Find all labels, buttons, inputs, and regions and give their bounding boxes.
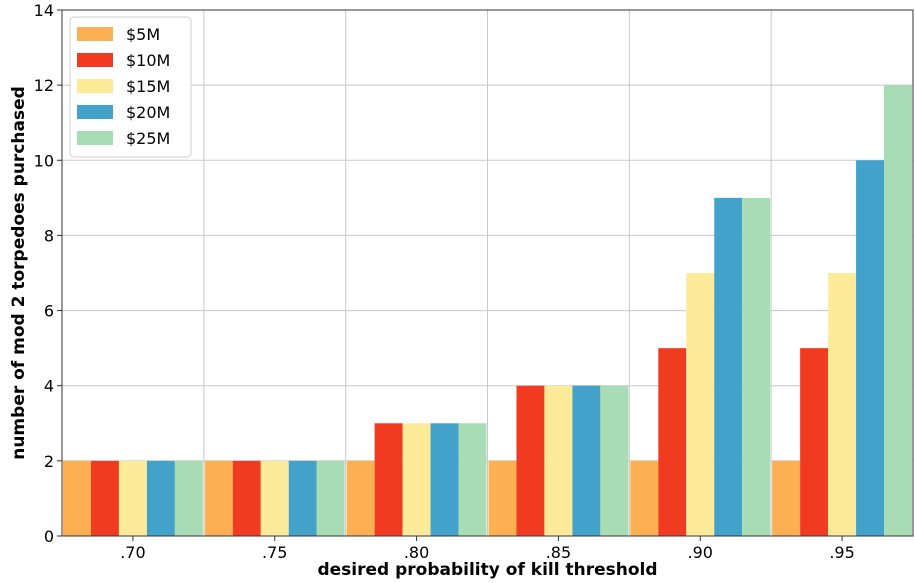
y-axis-ticks: 0 2 4 6 8 10 12 14 <box>34 1 62 546</box>
legend-swatch <box>77 79 113 93</box>
legend: $5M $10M $15M $20M $25M <box>69 16 192 158</box>
y-tick-label: 2 <box>44 452 54 471</box>
bar <box>828 273 857 536</box>
bar <box>686 273 715 536</box>
bar <box>488 460 517 536</box>
x-tick-label: .75 <box>262 543 287 562</box>
bar <box>544 385 573 536</box>
bar <box>572 385 601 536</box>
legend-box <box>69 16 192 158</box>
bar <box>232 460 261 536</box>
bar <box>458 423 487 536</box>
x-tick-label: .95 <box>829 543 854 562</box>
bar <box>600 385 629 536</box>
bar <box>884 85 912 537</box>
y-tick-label: 4 <box>44 377 54 396</box>
bar <box>742 197 771 536</box>
legend-label: $20M <box>126 103 170 122</box>
x-tick-label: .85 <box>546 543 571 562</box>
bar <box>630 460 659 536</box>
plot-area-frame <box>61 9 914 537</box>
grid-lines <box>62 9 913 537</box>
bar <box>146 460 175 536</box>
bar <box>658 348 687 536</box>
bar <box>516 385 545 536</box>
x-tick-label: .90 <box>688 543 713 562</box>
bar <box>288 460 317 536</box>
x-axis-ticks: .70 .75 .80 .85 .90 .95 <box>120 536 855 562</box>
bars <box>63 85 912 537</box>
bar <box>772 460 801 536</box>
bar <box>714 197 743 536</box>
bar <box>346 460 375 536</box>
bar <box>260 460 289 536</box>
bar <box>204 460 233 536</box>
y-tick-label: 8 <box>44 226 54 245</box>
legend-swatch <box>77 53 113 67</box>
bar <box>430 423 459 536</box>
x-tick-label: .80 <box>404 543 429 562</box>
x-tick-label: .70 <box>120 543 145 562</box>
y-tick-label: 6 <box>44 302 54 321</box>
bar <box>63 460 91 536</box>
legend-label: $5M <box>126 25 160 44</box>
bar <box>856 160 885 537</box>
bar <box>90 460 119 536</box>
y-tick-label: 14 <box>34 1 54 20</box>
y-tick-label: 10 <box>34 151 54 170</box>
legend-swatch <box>77 27 113 41</box>
bar <box>800 348 829 536</box>
bar <box>374 423 403 536</box>
legend-swatch <box>77 105 113 119</box>
legend-swatch <box>77 131 113 145</box>
bar <box>118 460 147 536</box>
legend-label: $25M <box>126 129 170 148</box>
bar <box>316 460 345 536</box>
y-axis-title: number of mod 2 torpedoes purchased <box>9 86 29 460</box>
legend-label: $10M <box>126 51 170 70</box>
x-axis-title: desired probability of kill threshold <box>317 560 657 580</box>
y-tick-label: 0 <box>44 527 54 546</box>
y-tick-label: 12 <box>34 76 54 95</box>
bar <box>174 460 203 536</box>
legend-label: $15M <box>126 77 170 96</box>
bar <box>402 423 431 536</box>
